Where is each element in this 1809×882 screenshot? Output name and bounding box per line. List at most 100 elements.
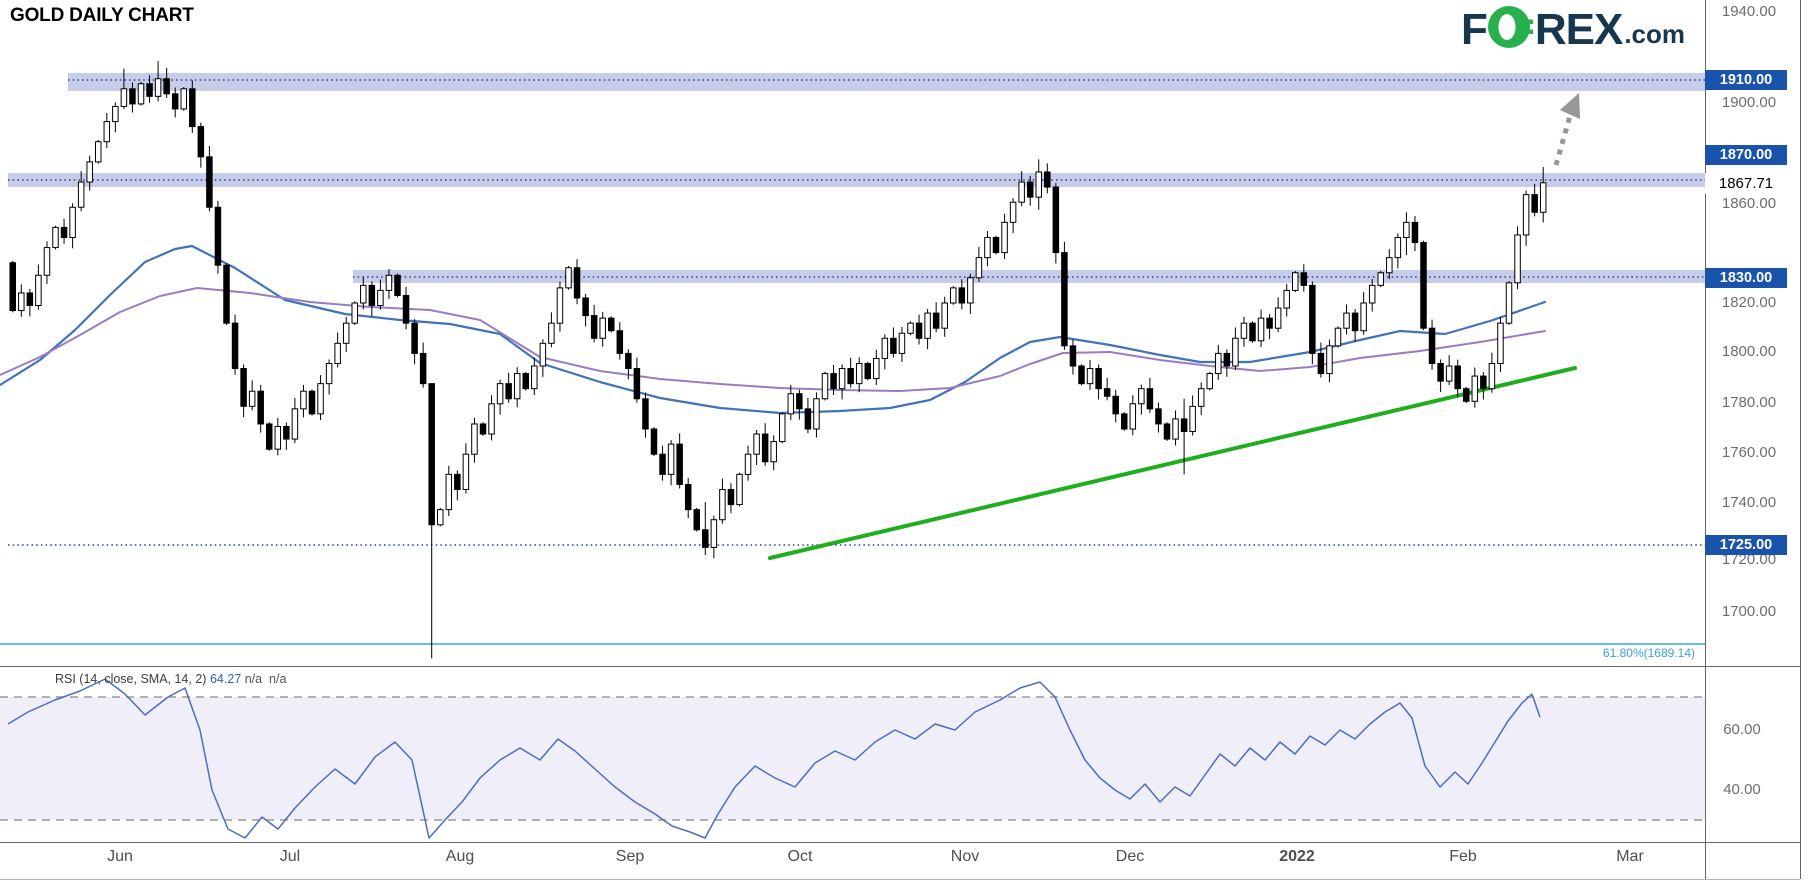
candle-down (411, 322, 418, 354)
candle-down (992, 236, 1000, 254)
candle-up (1215, 352, 1222, 375)
logo-letter-f: F (1460, 5, 1488, 54)
candle-up (710, 519, 718, 548)
candle-up (471, 423, 478, 455)
candle-down (1420, 242, 1427, 329)
candle-down (428, 383, 435, 526)
candle-up (291, 408, 299, 440)
candle-down (590, 315, 598, 339)
candle-down (283, 425, 290, 440)
candle-down (1317, 352, 1325, 375)
candle-up (120, 88, 128, 107)
candle-up (787, 393, 795, 415)
candle-down (231, 322, 239, 370)
rsi-current-value: 64.27 (209, 672, 242, 686)
price-level-badge-1830.00[interactable]: 1830.00 (1705, 268, 1787, 288)
candle-up (1522, 194, 1530, 236)
candle-down (1463, 388, 1470, 402)
candle-up (445, 473, 453, 511)
trendline-green[interactable] (768, 366, 1577, 560)
candle-up (300, 390, 307, 410)
candle-up (43, 247, 51, 276)
candle-up (967, 277, 974, 304)
candle-up (838, 368, 846, 390)
candle-down (608, 317, 615, 332)
time-axis-label-Dec[interactable]: Dec (1115, 848, 1145, 865)
candle-down (1103, 388, 1111, 397)
time-axis-label-Mar[interactable]: Mar (1616, 848, 1644, 865)
time-axis-label-Jun[interactable]: Jun (107, 848, 133, 865)
candle-down (890, 337, 897, 354)
candle-down (1180, 418, 1188, 433)
price-level-badge-1725.00[interactable]: 1725.00 (1705, 535, 1787, 555)
candle-up (813, 398, 820, 430)
price-axis-label-1720.00: 1720.00 (1707, 551, 1791, 569)
candle-down (1223, 352, 1231, 367)
time-axis-label-Feb[interactable]: Feb (1449, 848, 1477, 865)
candle-up (437, 509, 444, 526)
candle-up (565, 267, 572, 289)
price-level-badge-1870.00[interactable]: 1870.00 (1705, 145, 1787, 165)
candle-down (702, 529, 709, 548)
candle-up (1189, 405, 1196, 433)
candle-down (1146, 388, 1154, 410)
zone-band-1870.00 (8, 173, 1705, 187)
candle-down (266, 423, 273, 450)
candle-down (582, 297, 589, 317)
time-axis-label-Oct[interactable]: Oct (787, 848, 813, 865)
candle-up (1514, 234, 1521, 284)
time-axis-label-Nov[interactable]: Nov (950, 848, 980, 865)
price-level-badge-1910.00[interactable]: 1910.00 (1705, 70, 1787, 90)
candle-up (548, 322, 555, 344)
candle-down (257, 390, 264, 425)
candle-up (1172, 418, 1179, 440)
page-title: GOLD DAILY CHART (10, 5, 194, 26)
candle-down (223, 264, 230, 324)
candle-up (744, 453, 752, 475)
candle-down (1428, 327, 1436, 364)
rsi-params-label: RSI (14, close, SMA, 14, 2) (55, 672, 207, 686)
candle-up (360, 284, 367, 304)
candle-up (950, 287, 957, 304)
price-axis-label-1800.00: 1800.00 (1707, 343, 1791, 361)
price-axis-label-1700.00: 1700.00 (1707, 603, 1791, 621)
candle-up (1334, 327, 1342, 347)
candle-up (1129, 403, 1137, 430)
candle-up (496, 383, 504, 405)
candle-down (60, 226, 68, 238)
time-axis-label-2022[interactable]: 2022 (1279, 848, 1315, 865)
candle-up (736, 473, 743, 506)
rsi-na-values: n/a n/a (244, 672, 287, 686)
candle-up (1240, 322, 1248, 339)
candle-up (317, 383, 324, 415)
projection-arrow-shaft (1553, 115, 1573, 166)
candle-up (1403, 221, 1410, 238)
candle-down (163, 78, 170, 95)
candle-down (676, 443, 683, 485)
time-axis-label-Sep[interactable]: Sep (615, 848, 645, 865)
candle-up (377, 289, 384, 307)
time-axis-label-Jul[interactable]: Jul (279, 848, 301, 865)
candle-down (1249, 322, 1256, 342)
candle-down (368, 284, 376, 307)
candle-down (1351, 312, 1359, 332)
candle-up (248, 390, 256, 407)
candle-down (1052, 186, 1060, 254)
candle-up (1394, 236, 1402, 259)
time-axis-label-Aug[interactable]: Aug (445, 848, 475, 865)
candle-down (761, 433, 769, 463)
candle-up (907, 322, 914, 334)
candle-up (112, 105, 119, 123)
candle-up (1471, 375, 1479, 402)
candle-up (69, 206, 76, 238)
candle-up (1001, 221, 1008, 254)
candle-up (1488, 362, 1496, 390)
candle-up (1343, 312, 1350, 329)
rsi-indicator-label[interactable]: RSI (14, close, SMA, 14, 2) 64.27 n/a n/… (55, 672, 286, 686)
zone-band-1910.00 (68, 73, 1705, 91)
candle-down (847, 368, 854, 385)
candle-up (898, 332, 906, 354)
candle-up (855, 362, 863, 385)
candle-up (1377, 272, 1384, 286)
